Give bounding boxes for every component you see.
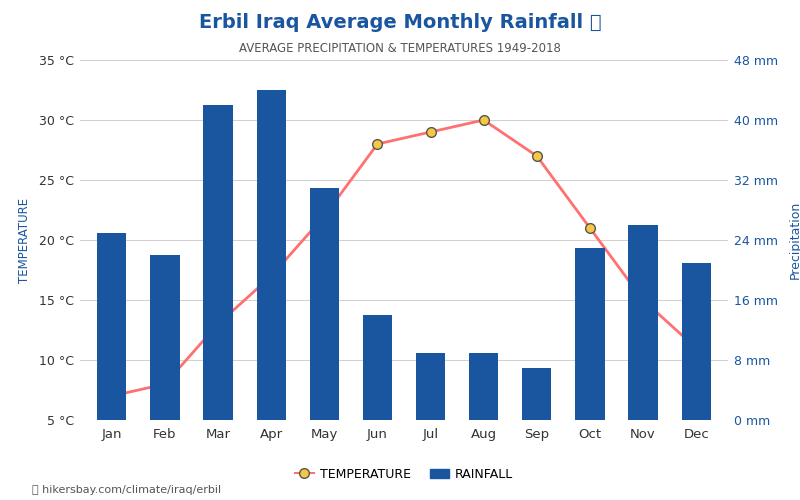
Bar <box>363 315 392 420</box>
Bar <box>310 188 339 420</box>
Bar <box>575 248 605 420</box>
Text: AVERAGE PRECIPITATION & TEMPERATURES 1949-2018: AVERAGE PRECIPITATION & TEMPERATURES 194… <box>239 42 561 56</box>
Y-axis label: TEMPERATURE: TEMPERATURE <box>18 198 31 282</box>
Bar <box>416 352 445 420</box>
Bar <box>522 368 551 420</box>
Y-axis label: Precipitation: Precipitation <box>789 201 800 279</box>
Bar <box>203 105 233 420</box>
Bar <box>257 90 286 420</box>
Bar <box>98 232 126 420</box>
Bar <box>629 225 658 420</box>
Text: 📍 hikersbay.com/climate/iraq/erbil: 📍 hikersbay.com/climate/iraq/erbil <box>32 485 221 495</box>
Bar <box>682 262 710 420</box>
Bar <box>150 255 179 420</box>
Text: Erbil Iraq Average Monthly Rainfall 🌧: Erbil Iraq Average Monthly Rainfall 🌧 <box>198 12 602 32</box>
Legend: TEMPERATURE, RAINFALL: TEMPERATURE, RAINFALL <box>290 463 518 485</box>
Bar <box>469 352 498 420</box>
